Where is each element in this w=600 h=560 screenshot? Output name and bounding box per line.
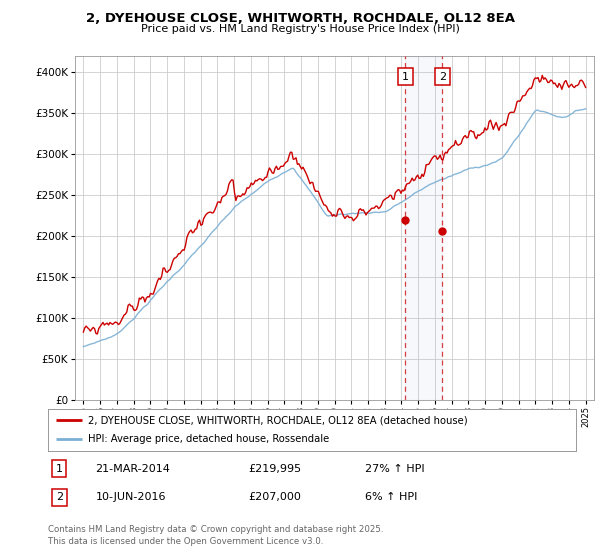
Text: 2, DYEHOUSE CLOSE, WHITWORTH, ROCHDALE, OL12 8EA (detached house): 2, DYEHOUSE CLOSE, WHITWORTH, ROCHDALE, … [88, 415, 467, 425]
Text: 1: 1 [56, 464, 63, 474]
Text: Price paid vs. HM Land Registry's House Price Index (HPI): Price paid vs. HM Land Registry's House … [140, 24, 460, 34]
Text: HPI: Average price, detached house, Rossendale: HPI: Average price, detached house, Ross… [88, 435, 329, 445]
Text: 2, DYEHOUSE CLOSE, WHITWORTH, ROCHDALE, OL12 8EA: 2, DYEHOUSE CLOSE, WHITWORTH, ROCHDALE, … [86, 12, 515, 25]
Text: Contains HM Land Registry data © Crown copyright and database right 2025.
This d: Contains HM Land Registry data © Crown c… [48, 525, 383, 546]
Text: 1: 1 [401, 72, 409, 82]
Text: £219,995: £219,995 [248, 464, 302, 474]
Text: 27% ↑ HPI: 27% ↑ HPI [365, 464, 424, 474]
Bar [405, 56, 442, 400]
Text: 2: 2 [56, 492, 63, 502]
Text: 10-JUN-2016: 10-JUN-2016 [95, 492, 166, 502]
Text: 21-MAR-2014: 21-MAR-2014 [95, 464, 170, 474]
Text: 6% ↑ HPI: 6% ↑ HPI [365, 492, 417, 502]
Text: £207,000: £207,000 [248, 492, 302, 502]
Text: 2: 2 [439, 72, 446, 82]
